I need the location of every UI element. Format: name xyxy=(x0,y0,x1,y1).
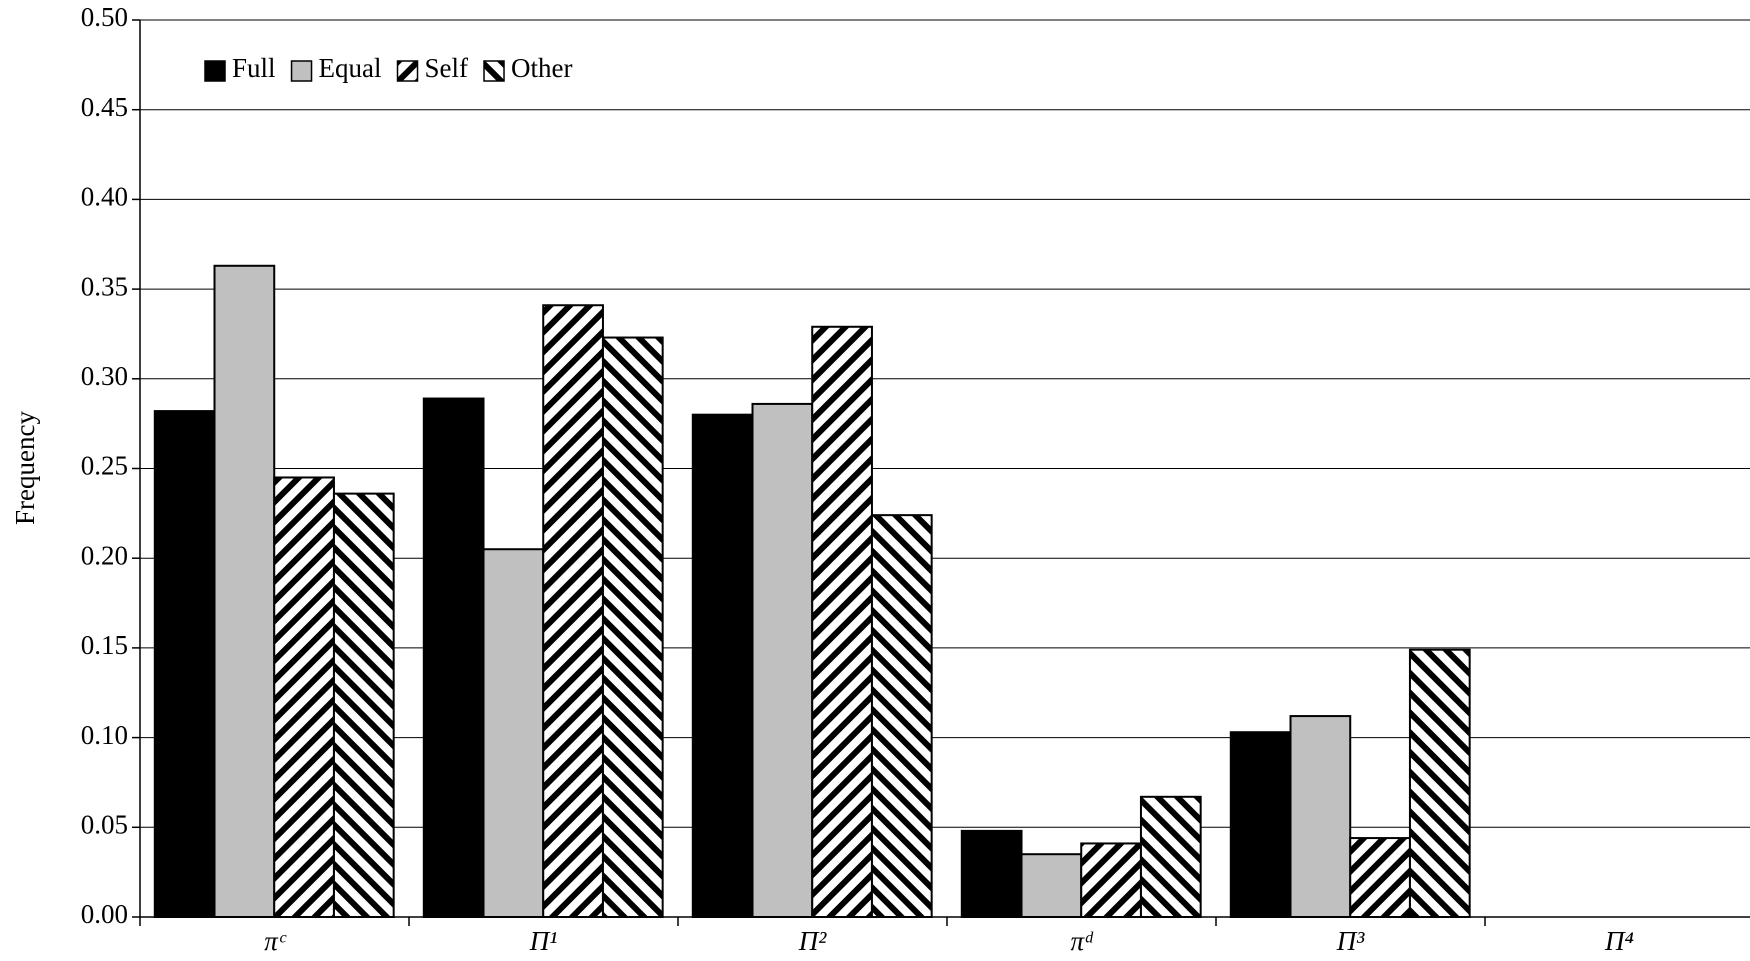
y-tick-label: 0.40 xyxy=(81,182,128,212)
legend-swatch xyxy=(483,60,505,82)
bar xyxy=(691,413,754,918)
bar xyxy=(1349,837,1411,919)
bar xyxy=(1408,648,1471,918)
bar xyxy=(1289,715,1352,919)
y-tick-label: 0.50 xyxy=(81,2,128,32)
legend-label: Other xyxy=(511,53,572,83)
bar xyxy=(213,264,276,918)
legend-swatch xyxy=(290,60,313,82)
x-tick-label: Π³ xyxy=(1336,926,1365,956)
bar xyxy=(332,492,395,918)
bar xyxy=(153,410,216,918)
y-tick-label: 0.20 xyxy=(81,540,128,570)
bar xyxy=(870,514,933,918)
y-tick-label: 0.10 xyxy=(81,720,128,750)
bar xyxy=(1020,853,1083,919)
bar xyxy=(542,304,604,919)
x-tick-label: Π⁴ xyxy=(1604,926,1634,956)
x-tick-label: Π¹ xyxy=(529,926,558,956)
y-axis-label: Frequency xyxy=(10,411,40,525)
legend-label: Self xyxy=(425,53,469,83)
y-tick-label: 0.15 xyxy=(81,630,128,660)
y-tick-label: 0.35 xyxy=(81,271,128,301)
bar xyxy=(422,397,485,918)
legend-swatch xyxy=(204,60,226,82)
x-tick-label: πᵈ xyxy=(1071,926,1095,956)
y-tick-label: 0.05 xyxy=(81,810,128,840)
y-tick-label: 0.25 xyxy=(81,451,128,481)
bar xyxy=(1229,731,1292,919)
bar xyxy=(1139,795,1202,918)
x-tick-label: Π² xyxy=(798,926,827,956)
x-tick-label: πᶜ xyxy=(264,926,287,956)
bar xyxy=(960,829,1023,918)
bar xyxy=(273,476,335,918)
legend-swatch xyxy=(396,60,419,82)
bar xyxy=(482,548,545,918)
y-tick-label: 0.45 xyxy=(81,92,128,122)
bar xyxy=(811,325,873,918)
legend-label: Full xyxy=(232,53,276,83)
y-tick-label: 0.00 xyxy=(81,899,128,929)
y-tick-label: 0.30 xyxy=(81,361,128,391)
bar xyxy=(601,336,664,918)
legend-label: Equal xyxy=(319,53,382,83)
bar xyxy=(1080,842,1142,918)
bar xyxy=(751,402,814,918)
